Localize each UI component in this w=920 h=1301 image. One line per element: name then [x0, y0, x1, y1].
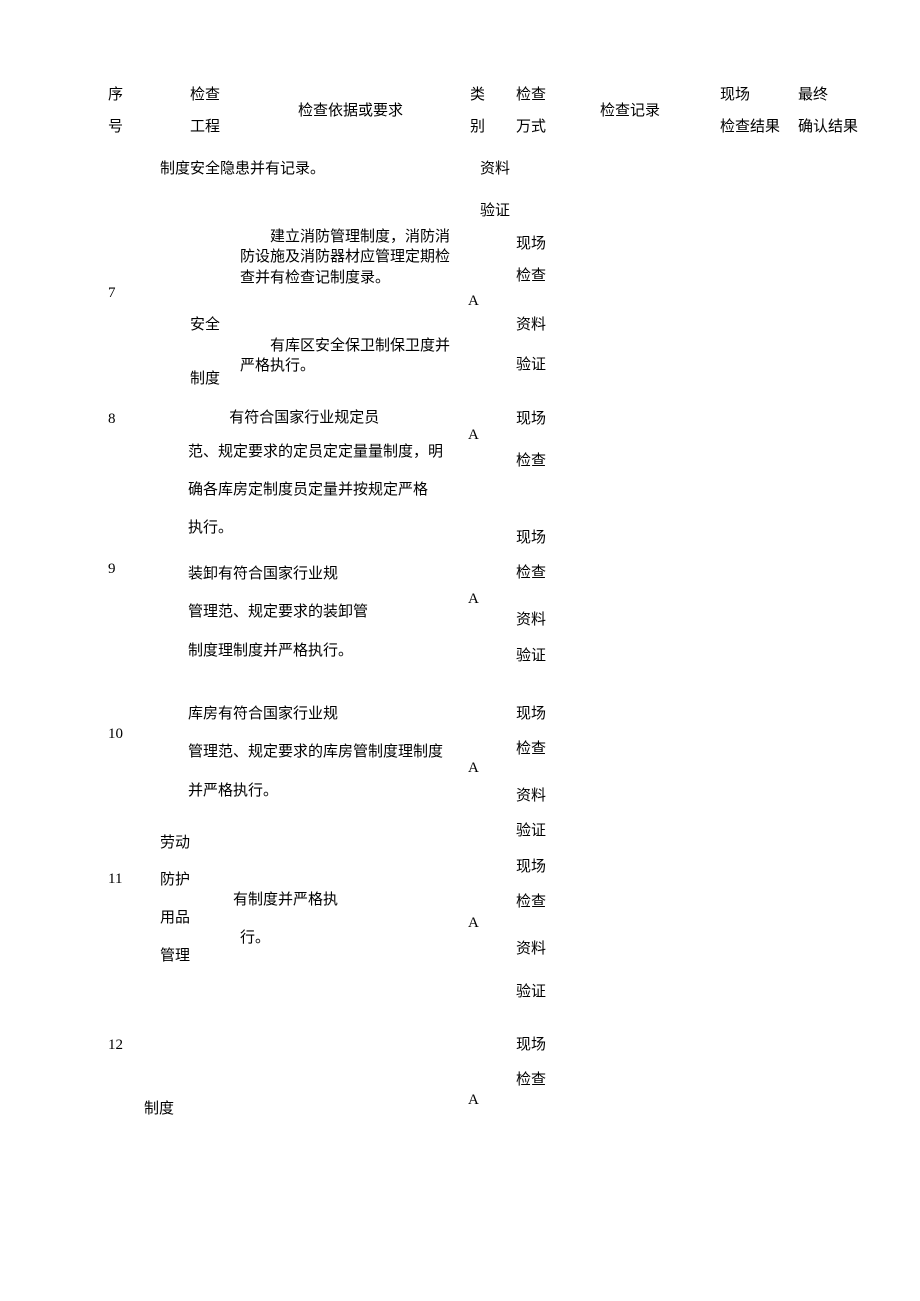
header-basis: 检查依据或要求	[298, 100, 403, 123]
row12-m1: 现场	[516, 1034, 576, 1057]
row7-m1: 现场	[516, 233, 576, 256]
row8-m2: 检查	[516, 450, 576, 473]
row7-basis: 建立消防管理制度，消防消防设施及消防器材应管理定期检查并有检查记制度录。	[240, 227, 455, 288]
row8-basis-d: 执行。	[188, 517, 458, 540]
row12-seq: 12	[108, 1034, 148, 1057]
row7-proj-top: 安全	[190, 314, 220, 337]
row9-m1: 现场	[516, 527, 576, 550]
header-final-1: 最终	[798, 84, 828, 107]
row10-basis-a: 库房有符合国家行业规	[188, 703, 458, 726]
row0-m1: 资料	[480, 158, 510, 181]
row9-basis-c: 制度理制度并严格执行。	[188, 640, 458, 663]
row10-basis-b: 管理范、规定要求的库房管制度理制度	[188, 741, 458, 764]
row0-basis: 制度安全隐患并有记录。	[160, 158, 325, 181]
row11-type: A	[468, 912, 498, 935]
header-type-1: 类	[470, 84, 485, 107]
row8-basis-a: 有符合国家行业规定员	[188, 407, 458, 430]
row8-m1: 现场	[516, 408, 576, 431]
row7-proj-bot: 制度	[190, 368, 220, 391]
document-page: 序 号 检查 工程 检查依据或要求 类 别 检查 万式 检查记录 现场 检查结果…	[0, 0, 920, 1301]
row11-proj-d: 管理	[160, 945, 230, 968]
row10-m1: 现场	[516, 703, 576, 726]
row10-type: A	[468, 757, 498, 780]
row8-basis-b: 范、规定要求的定员定定量量制度，明	[188, 441, 458, 464]
row8-seq: 8	[108, 408, 148, 431]
row11-m2: 检查	[516, 891, 576, 914]
row9-m4: 验证	[516, 645, 576, 668]
header-seq-2: 号	[108, 116, 148, 139]
row9-basis-a: 装卸有符合国家行业规	[188, 563, 458, 586]
row0-m2: 验证	[480, 200, 510, 223]
row9-seq: 9	[108, 558, 148, 581]
row11-basis-a: 有制度并严格执	[188, 889, 458, 912]
row12-proj: 制度	[144, 1098, 174, 1121]
row9-m2: 检查	[516, 562, 576, 585]
row8-basis-c: 确各库房定制度员定量并按规定严格	[188, 479, 458, 502]
row7-m2: 检查	[516, 265, 576, 288]
row11-m1: 现场	[516, 856, 576, 879]
row9-m3: 资料	[516, 609, 576, 632]
row10-m2: 检查	[516, 738, 576, 761]
header-proj-1: 检查	[190, 84, 220, 107]
header-site-1: 现场	[720, 84, 750, 107]
header-type-2: 别	[470, 116, 485, 139]
row7-m3: 资料	[516, 314, 576, 337]
header-site-2: 检查结果	[720, 116, 780, 139]
header-method-1: 检查	[516, 84, 576, 107]
row11-basis-b: 行。	[240, 927, 270, 950]
row11-proj-a: 劳动	[160, 832, 230, 855]
row12-m2: 检查	[516, 1069, 576, 1092]
row9-basis-b: 管理范、规定要求的装卸管	[188, 601, 458, 624]
row10-basis-c: 并严格执行。	[188, 780, 458, 803]
row7-type: A	[468, 290, 498, 313]
header-proj-2: 工程	[190, 116, 220, 139]
row7-m4: 验证	[516, 354, 576, 377]
row7-basis2: 有库区安全保卫制保卫度并严格执行。	[240, 336, 455, 377]
row7-seq: 7	[108, 282, 148, 305]
header-method-2: 万式	[516, 116, 576, 139]
row11-m4: 验证	[516, 981, 576, 1004]
row8-type: A	[468, 424, 498, 447]
header-seq-1: 序	[108, 84, 148, 107]
row9-type: A	[468, 588, 498, 611]
header-final-2: 确认结果	[798, 116, 858, 139]
row10-m4: 验证	[516, 820, 576, 843]
row12-type: A	[468, 1089, 498, 1112]
header-record: 检查记录	[600, 100, 700, 123]
row11-seq: 11	[108, 868, 148, 891]
row10-seq: 10	[108, 723, 148, 746]
row10-m3: 资料	[516, 785, 576, 808]
row11-m3: 资料	[516, 938, 576, 961]
